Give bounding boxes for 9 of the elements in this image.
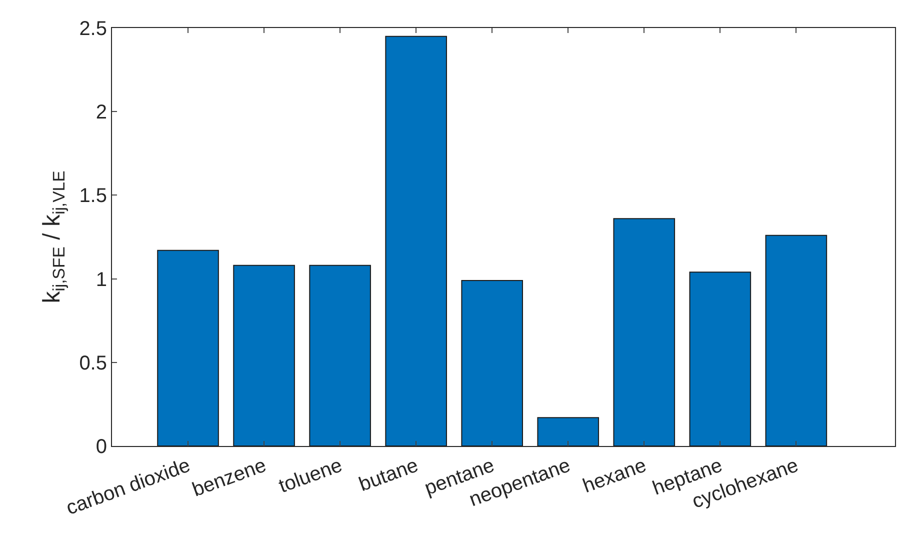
y-tick-label: 2.5 — [79, 18, 107, 40]
x-tick-label: toluene — [276, 454, 346, 498]
y-tick-label: 0.5 — [79, 352, 107, 374]
y-tick-label: 1 — [96, 268, 107, 291]
x-tick-label: butane — [356, 454, 422, 496]
x-tick-label: hexane — [580, 454, 650, 498]
y-tick-label: 2 — [96, 102, 107, 124]
y-tick-label: 1.5 — [79, 185, 107, 208]
y-tick-label: 0 — [96, 436, 107, 458]
